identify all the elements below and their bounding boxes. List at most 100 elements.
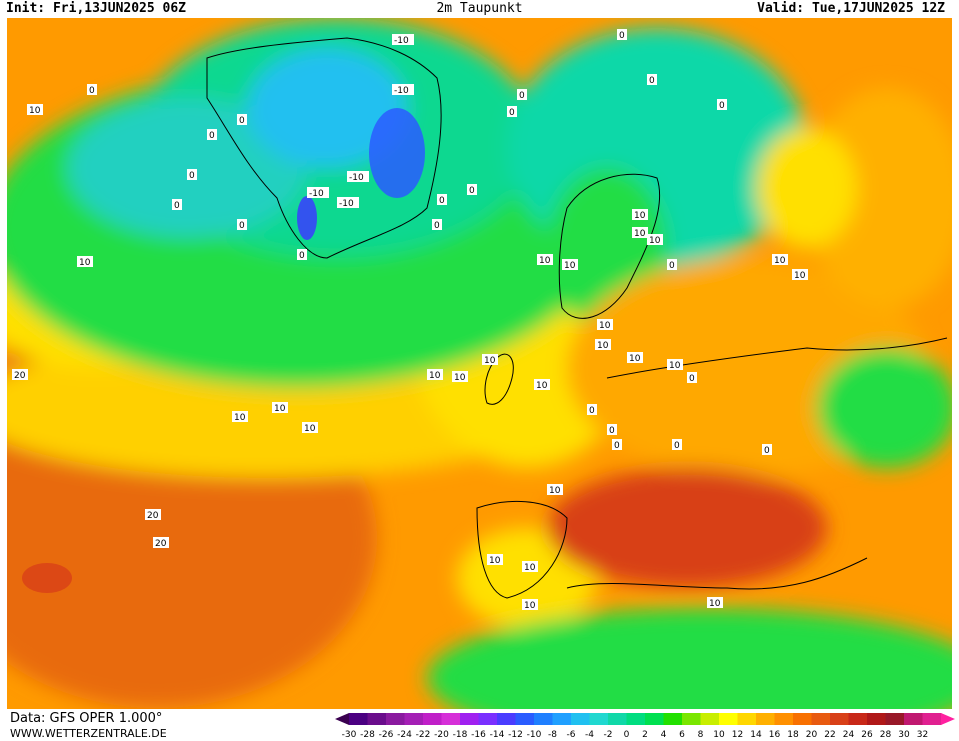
scale-swatch <box>645 713 664 725</box>
svg-text:0: 0 <box>689 374 695 384</box>
scale-tick-label: 30 <box>898 730 910 739</box>
contour-label: -10 <box>392 34 414 46</box>
contour-label: 0 <box>717 99 727 111</box>
svg-text:10: 10 <box>489 556 501 566</box>
contour-label: 10 <box>792 269 808 281</box>
contour-label: 0 <box>612 439 622 451</box>
svg-text:10: 10 <box>634 211 646 221</box>
svg-text:0: 0 <box>189 171 195 181</box>
contour-label: 10 <box>77 256 93 268</box>
svg-text:20: 20 <box>147 511 159 521</box>
contour-label: 10 <box>597 319 613 331</box>
contour-label: 0 <box>187 169 197 181</box>
scale-swatch <box>497 713 516 725</box>
scale-swatch <box>349 713 368 725</box>
contour-label: 10 <box>647 234 663 246</box>
contour-label: 0 <box>667 259 677 271</box>
dewpoint-map: 101010202020000000-10-10-10-10-100000010… <box>7 18 952 709</box>
contour-label: 10 <box>772 254 788 266</box>
svg-text:10: 10 <box>794 271 806 281</box>
contour-label: 10 <box>522 561 538 573</box>
svg-text:0: 0 <box>764 446 770 456</box>
scale-tick-label: 28 <box>880 730 892 739</box>
init-time: Init: Fri,13JUN2025 06Z <box>6 1 187 16</box>
contour-label: 0 <box>432 219 442 231</box>
contour-label: 10 <box>547 484 563 496</box>
svg-text:0: 0 <box>519 91 525 101</box>
contour-label: 10 <box>487 554 503 566</box>
footer-bar: Data: GFS OPER 1.000° WWW.WETTERZENTRALE… <box>0 709 959 741</box>
scale-swatch <box>404 713 424 725</box>
scale-tick-label: 24 <box>843 730 855 739</box>
svg-text:10: 10 <box>774 256 786 266</box>
scale-swatch <box>367 713 387 725</box>
contour-label: 0 <box>672 439 682 451</box>
scale-swatch <box>885 713 905 725</box>
svg-text:-10: -10 <box>339 199 354 209</box>
svg-text:10: 10 <box>564 261 576 271</box>
scale-tick-label: 6 <box>679 730 685 739</box>
map-title: 2m Taupunkt <box>436 1 523 16</box>
scale-tick-label: 32 <box>917 730 928 739</box>
scale-tick-label: -10 <box>527 730 542 739</box>
scale-tick-label: 26 <box>861 730 873 739</box>
svg-text:10: 10 <box>79 258 91 268</box>
svg-text:10: 10 <box>549 486 561 496</box>
contour-label: 10 <box>302 422 318 434</box>
scale-swatch <box>534 713 553 725</box>
scale-swatch <box>478 713 498 725</box>
contour-label: 10 <box>452 371 468 383</box>
svg-text:10: 10 <box>629 354 641 364</box>
scale-tick-label: 18 <box>787 730 799 739</box>
coastlines <box>206 37 948 599</box>
site-url: WWW.WETTERZENTRALE.DE <box>10 727 167 740</box>
contour-label: 10 <box>272 402 288 414</box>
contour-label: 0 <box>517 89 527 101</box>
svg-text:20: 20 <box>14 371 26 381</box>
contour-label: 20 <box>153 537 169 549</box>
svg-text:10: 10 <box>597 341 609 351</box>
svg-text:10: 10 <box>29 106 41 116</box>
scale-tick-label: 16 <box>769 730 781 739</box>
contour-label: 0 <box>437 194 447 206</box>
scale-swatch <box>515 713 535 725</box>
contour-label: 10 <box>427 369 443 381</box>
scale-swatch <box>589 713 609 725</box>
svg-text:0: 0 <box>614 441 620 451</box>
scale-tick-label: -22 <box>416 730 431 739</box>
contour-label: 0 <box>587 404 597 416</box>
svg-text:0: 0 <box>434 221 440 231</box>
svg-text:10: 10 <box>649 236 661 246</box>
contour-label: 0 <box>687 372 697 384</box>
svg-text:0: 0 <box>649 76 655 86</box>
svg-text:10: 10 <box>454 373 466 383</box>
valid-time: Valid: Tue,17JUN2025 12Z <box>757 1 945 16</box>
scale-tick-label: 12 <box>732 730 743 739</box>
data-source: Data: GFS OPER 1.000° <box>10 711 163 726</box>
scale-swatch <box>811 713 831 725</box>
svg-text:10: 10 <box>536 381 548 391</box>
contour-label: 0 <box>237 114 247 126</box>
contour-label: 0 <box>297 249 307 261</box>
scale-tick-label: 0 <box>624 730 630 739</box>
scale-swatch <box>682 713 701 725</box>
contour-label: 10 <box>595 339 611 351</box>
svg-text:10: 10 <box>634 229 646 239</box>
contour-label: 0 <box>607 424 617 436</box>
svg-text:0: 0 <box>239 221 245 231</box>
scale-tick-label: -30 <box>342 730 357 739</box>
scale-tick-label: -28 <box>360 730 375 739</box>
scale-swatch <box>552 713 572 725</box>
scale-tick-label: 14 <box>750 730 762 739</box>
scale-tick-label: 10 <box>713 730 725 739</box>
svg-text:10: 10 <box>524 563 536 573</box>
contour-label: 20 <box>12 369 28 381</box>
contour-label: 10 <box>534 379 550 391</box>
contour-label: 10 <box>632 227 648 239</box>
contour-label: 10 <box>232 411 248 423</box>
svg-text:-10: -10 <box>394 86 409 96</box>
svg-text:0: 0 <box>469 186 475 196</box>
scale-tick-label: -26 <box>379 730 394 739</box>
scale-swatch <box>756 713 775 725</box>
